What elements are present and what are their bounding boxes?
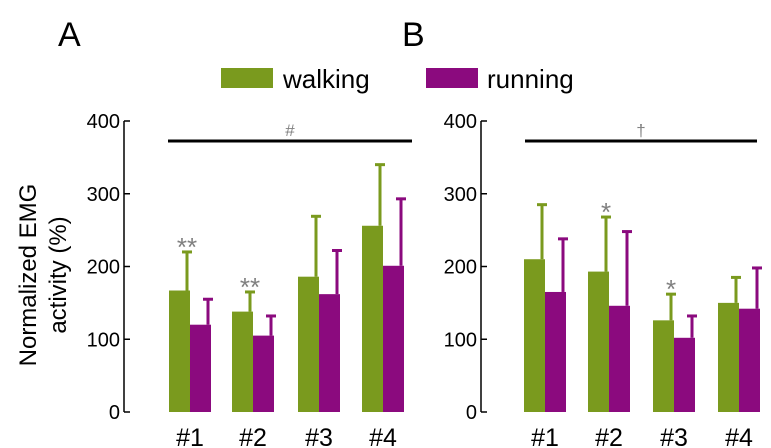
- bar-running: [319, 294, 340, 412]
- significance-marker: #: [285, 121, 295, 140]
- bar-walking: [588, 271, 609, 412]
- bar-running: [545, 291, 566, 412]
- bar-walking: [362, 225, 383, 412]
- bar-running: [190, 324, 211, 412]
- y-tick-label: 300: [444, 184, 477, 206]
- y-tick-label: 200: [444, 257, 477, 279]
- panel-label-b: B: [402, 16, 425, 54]
- bar-running: [674, 337, 695, 412]
- bar-walking: [169, 290, 190, 412]
- panel-b-plot: 0 100 200 300 400 † #1 #2 * #3 * #4: [444, 111, 762, 448]
- significance-asterisk: *: [666, 274, 676, 304]
- y-tick-label: 200: [87, 257, 120, 279]
- x-tick-label: #1: [176, 424, 204, 448]
- bar-walking: [718, 302, 739, 412]
- bar-walking: [653, 320, 674, 412]
- y-tick-label: 400: [87, 111, 120, 133]
- y-tick-label: 300: [87, 184, 120, 206]
- significance-marker: †: [636, 121, 645, 140]
- x-tick-label: #2: [239, 424, 267, 448]
- x-tick-label: #1: [531, 424, 559, 448]
- bar-running: [383, 265, 404, 412]
- bar-running: [609, 305, 630, 412]
- panel-label-a: A: [58, 16, 81, 54]
- significance-asterisk: **: [240, 272, 260, 302]
- legend-swatch-running: [426, 68, 478, 88]
- x-tick-label: #4: [725, 424, 753, 448]
- bar-running: [739, 308, 760, 412]
- y-axis-label-line1: Normalized EMG: [15, 184, 42, 367]
- bar-walking: [298, 276, 319, 412]
- x-tick-label: #3: [660, 424, 688, 448]
- x-tick-label: #3: [305, 424, 333, 448]
- significance-asterisk: *: [601, 197, 611, 227]
- x-tick-label: #4: [369, 424, 397, 448]
- y-tick-label: 100: [87, 329, 120, 351]
- y-tick-label: 400: [444, 111, 477, 133]
- legend-label-walking: walking: [282, 64, 370, 94]
- panel-a-plot: 0 100 200 300 400 # #1 ** #2 ** #3 #4: [87, 111, 412, 448]
- bar-walking: [232, 311, 253, 412]
- significance-asterisk: **: [177, 232, 197, 262]
- bar-running: [253, 335, 274, 412]
- legend-swatch-walking: [221, 68, 273, 88]
- bar-walking: [524, 259, 545, 412]
- y-tick-label: 100: [444, 329, 477, 351]
- x-tick-label: #2: [595, 424, 623, 448]
- y-tick-label: 0: [466, 402, 477, 424]
- y-tick-label: 0: [109, 402, 120, 424]
- legend-label-running: running: [487, 64, 574, 94]
- y-axis-label-line2: activity (%): [45, 216, 72, 333]
